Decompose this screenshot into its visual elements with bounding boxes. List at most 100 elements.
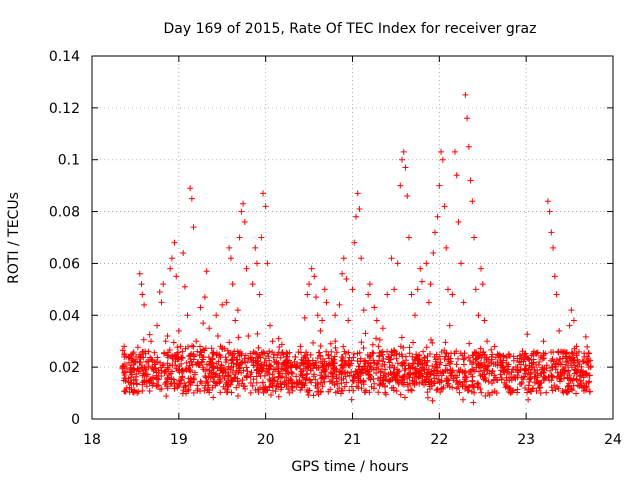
band-point <box>123 365 130 372</box>
band-point <box>373 370 380 377</box>
data-point <box>121 343 128 350</box>
band-point <box>540 366 547 373</box>
data-point <box>397 182 404 189</box>
band-point <box>326 378 333 385</box>
band-point <box>494 362 501 369</box>
band-point <box>270 366 277 373</box>
band-point <box>194 385 201 392</box>
data-point <box>514 364 521 371</box>
chart-title: Day 169 of 2015, Rate Of TEC Index for r… <box>164 21 537 37</box>
band-point <box>464 384 471 391</box>
data-point <box>451 148 458 155</box>
band-point <box>554 374 561 381</box>
band-point <box>186 362 193 369</box>
band-point <box>570 382 577 389</box>
band-point <box>255 388 262 395</box>
band-point <box>421 354 428 361</box>
band-point <box>465 387 472 394</box>
data-point <box>180 250 187 257</box>
band-point <box>540 351 547 358</box>
band-point <box>484 367 491 374</box>
band-point <box>354 358 361 365</box>
data-point <box>193 338 200 345</box>
band-point <box>405 362 412 369</box>
band-point <box>278 365 285 372</box>
band-point <box>445 356 452 363</box>
data-point <box>194 358 201 365</box>
data-point <box>546 208 553 215</box>
band-point <box>267 362 274 369</box>
band-point <box>426 370 433 377</box>
band-point <box>267 377 274 384</box>
band-point <box>152 365 159 372</box>
band-point <box>398 377 405 384</box>
band-point <box>317 379 324 386</box>
band-point <box>225 370 232 377</box>
band-point <box>284 359 291 366</box>
data-point <box>568 307 575 314</box>
x-tick-label: 18 <box>83 432 101 448</box>
band-point <box>279 350 286 357</box>
y-tick-label: 0.12 <box>49 101 80 117</box>
data-point <box>443 244 450 251</box>
data-point <box>197 304 204 311</box>
data-point <box>354 190 361 197</box>
band-point <box>127 379 134 386</box>
band-point <box>460 396 467 403</box>
data-point <box>400 148 407 155</box>
band-point <box>317 358 324 365</box>
band-point <box>265 366 272 373</box>
band-point <box>474 384 481 391</box>
band-point <box>350 372 357 379</box>
data-point <box>332 312 339 319</box>
band-point <box>348 383 355 390</box>
band-point <box>433 387 440 394</box>
band-point <box>277 380 284 387</box>
band-point <box>293 373 300 380</box>
data-points <box>119 91 594 406</box>
band-point <box>434 386 441 393</box>
band-point <box>143 383 150 390</box>
band-point <box>449 384 456 391</box>
data-point <box>544 198 551 205</box>
data-point <box>264 260 271 267</box>
band-point <box>325 361 332 368</box>
band-point <box>575 348 582 355</box>
band-point <box>475 381 482 388</box>
band-point <box>158 373 165 379</box>
band-point <box>261 386 268 393</box>
band-point <box>136 351 143 358</box>
data-point <box>531 379 538 386</box>
band-point <box>229 369 236 376</box>
band-point <box>489 389 496 396</box>
data-point <box>439 156 446 163</box>
band-point <box>303 349 310 356</box>
data-point <box>402 164 409 171</box>
data-point <box>138 281 145 288</box>
data-point <box>472 286 479 293</box>
band-point <box>274 378 281 385</box>
band-point <box>429 397 436 404</box>
band-point <box>408 387 415 394</box>
band-point <box>478 361 485 368</box>
data-point <box>566 322 573 329</box>
x-tick-label: 20 <box>257 432 275 448</box>
band-point <box>476 368 483 375</box>
band-point <box>323 348 330 355</box>
data-point <box>208 369 215 376</box>
band-point <box>345 361 352 368</box>
band-point <box>221 375 228 382</box>
band-point <box>315 349 322 356</box>
band-point <box>135 365 142 372</box>
y-tick-label: 0 <box>71 412 80 428</box>
data-point <box>214 333 221 340</box>
band-point <box>543 389 550 396</box>
data-point <box>201 294 208 301</box>
data-point <box>518 374 525 381</box>
band-point <box>549 355 556 362</box>
band-point <box>240 383 247 390</box>
data-point <box>181 283 188 290</box>
band-point <box>358 339 365 346</box>
data-point <box>536 358 543 365</box>
